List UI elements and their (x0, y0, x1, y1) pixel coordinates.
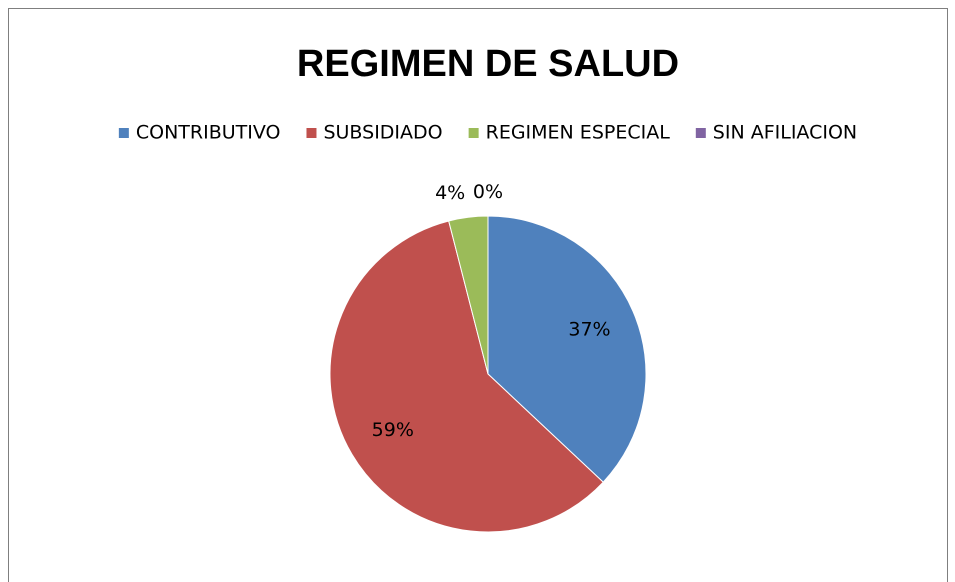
legend-label: SIN AFILIACION (713, 122, 857, 144)
slice-label: 59% (372, 419, 414, 441)
slice-label: 37% (568, 319, 610, 341)
legend-label: SUBSIDIADO (323, 122, 442, 144)
pie-slice (329, 220, 604, 533)
slice-label: 4% (435, 182, 465, 204)
legend-label: CONTRIBUTIVO (136, 122, 281, 144)
legend-swatch (468, 128, 479, 138)
legend-swatch (306, 128, 317, 138)
legend-label: REGIMEN ESPECIAL (486, 122, 671, 144)
legend-swatch (118, 128, 129, 138)
slice-label: 0% (473, 181, 503, 203)
legend-swatch (695, 128, 706, 138)
pie-slice (487, 215, 647, 483)
chart-title: REGIMEN DE SALUD (297, 43, 679, 85)
